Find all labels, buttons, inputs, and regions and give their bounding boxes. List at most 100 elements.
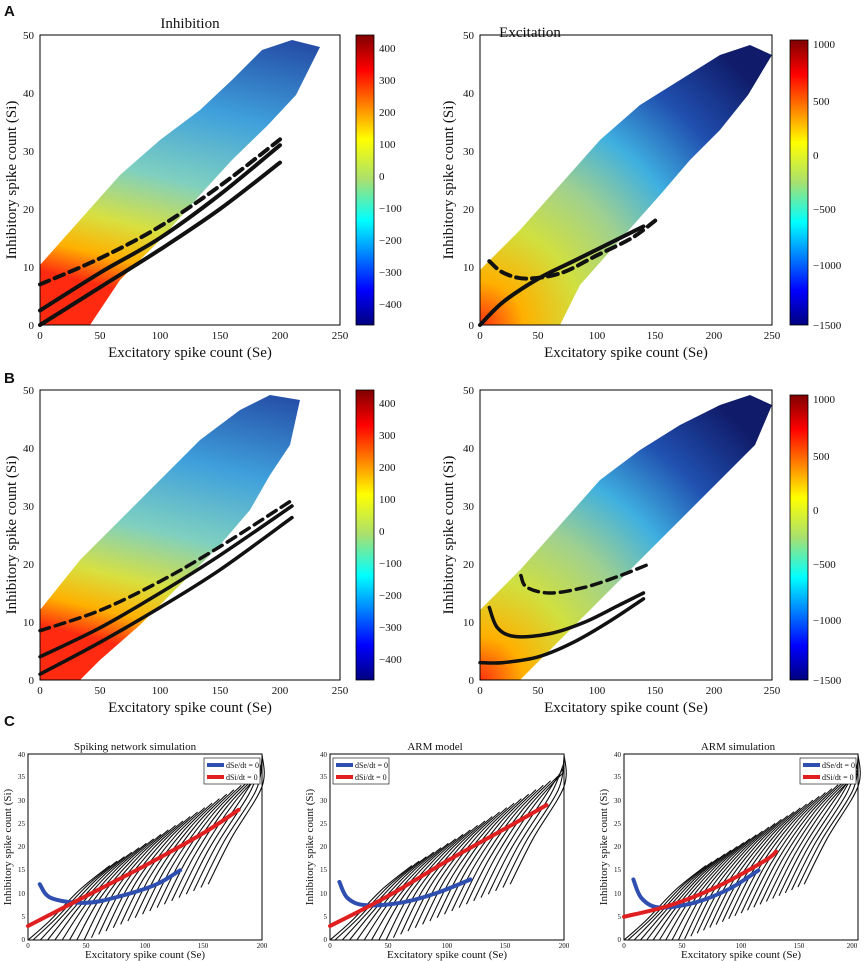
chart-b1-xtick: 50 [95,685,107,697]
chart-c3-flow-line [652,845,738,941]
chart-c3-xtick: 50 [679,942,687,950]
chart-c2-xtick: 50 [385,942,393,950]
chart-c3-ytick: 30 [614,797,622,805]
chart-b2-cbar-tick: −1500 [813,675,842,687]
chart-a2-surface [480,45,772,325]
chart-c3-flow-line [627,861,713,941]
chart-c1-flow-line [54,847,140,941]
chart-b2-ylabel: Inhibitory spike count (Si) [441,456,457,615]
chart-a1-cbar-tick: 400 [379,43,396,55]
chart-c3-flow-line [740,792,826,914]
chart-a2: Excitation 0 50 100 150 200 250 0 10 20 … [441,25,842,361]
chart-b2-xtick: 250 [764,685,781,697]
chart-a1-cbar-tick: 100 [379,139,396,151]
chart-a2-ytick: 10 [463,262,475,274]
chart-c1-ytick: 35 [18,773,26,781]
chart-c1-ytick: 10 [18,890,26,898]
chart-b1: 0 50 100 150 200 250 0 10 20 30 40 50 Ex… [4,385,402,716]
chart-c3-xtick: 200 [847,942,858,950]
chart-b1-cbar-tick: −300 [379,622,402,634]
chart-c3-flow-line [658,842,745,941]
chart-b1-ytick: 10 [23,617,35,629]
chart-c3-flow-line [633,857,719,941]
chart-a1-xlabel: Excitatory spike count (Se) [108,345,272,361]
chart-c3-flow-line [665,838,751,941]
chart-c1-legend: dSe/dt = 0 dSi/dt = 0 [203,757,261,785]
chart-b1-ytick: 40 [23,443,35,455]
chart-b2-ytick: 50 [463,385,475,397]
chart-b1-ytick: 20 [23,559,35,571]
chart-b1-xtick: 150 [212,685,229,697]
chart-c1-xtick: 200 [257,942,268,950]
chart-c3-flow-line [640,853,726,941]
chart-b1-ylabel: Inhibitory spike count (Si) [4,456,20,615]
chart-a1-ylabel: Inhibitory spike count (Si) [4,101,20,260]
chart-c3-xlabel: Excitatory spike count (Se) [681,949,801,961]
chart-c3-flow-line [803,753,861,885]
chart-c1-flow-line [200,758,263,888]
chart-c2-flow-line [473,775,559,902]
chart-c1-title: Spiking network simulation [74,741,197,753]
chart-b2-yticks: 0 10 20 30 40 50 [463,385,475,687]
chart-c2-ylabel: Inhibitory spike count (Si) [304,788,316,905]
chart-b2-dashed-contour-0 [519,562,652,595]
chart-c2-flow-line [451,789,537,912]
chart-c1-ytick: 5 [22,913,26,921]
chart-c2-flow-line [422,807,508,925]
chart-b2: 0 50 100 150 200 250 0 10 20 30 40 50 Ex… [441,385,842,716]
chart-a2-title: Excitation [499,25,561,41]
chart-c2-flow-line [487,767,565,895]
chart-c3-flow-line [753,784,839,908]
chart-c3-flow-line [728,799,814,920]
chart-b1-xtick: 250 [332,685,349,697]
chart-c3-ytick: 40 [614,751,622,759]
chart-c1-flow-line [105,816,191,932]
panel-label-c: C [4,713,15,730]
chart-a2-cbar-ticks: 1000 500 0 −500 −1000 −1500 [813,39,842,332]
chart-c1-nullcline-red [26,807,241,928]
chart-b1-cbar-tick: −100 [379,558,402,570]
chart-c1-legend-box [203,757,261,785]
chart-a1-frame [39,34,341,326]
chart-b1-cbar-tick: 0 [379,526,385,538]
chart-c1-legend-entry: dSe/dt = 0 [226,761,259,770]
chart-a2-xlabel: Excitatory spike count (Se) [544,345,708,361]
chart-c2-xticks: 0 50 100 150 200 [328,942,570,950]
chart-c2-xtick: 100 [442,942,453,950]
chart-c2-ytick: 40 [320,751,328,759]
chart-b1-ytick: 30 [23,501,35,513]
chart-c2-legend-box [332,757,390,785]
chart-a2-cbar-tick: 0 [813,150,819,162]
chart-a1-xtick: 100 [152,330,169,342]
chart-c2-legend-entry: dSe/dt = 0 [355,761,388,770]
panel-label-b: B [4,370,15,387]
chart-b2-xtick: 50 [533,685,545,697]
chart-b2-cbar-tick: 0 [813,505,819,517]
chart-b2-cbar-ticks: 1000 500 0 −500 −1000 −1500 [813,394,842,687]
chart-c2-xtick: 200 [559,942,570,950]
chart-a1-xtick: 150 [212,330,229,342]
chart-c2-ytick: 5 [324,913,328,921]
chart-a1-colorbar [355,34,375,326]
chart-a2-colorbar [789,39,809,326]
chart-b2-cbar-tick: 1000 [813,394,836,406]
chart-c2-title: ARM model [407,741,462,753]
chart-a1-xtick: 200 [272,330,289,342]
chart-c3-flow-line [734,795,820,917]
chart-a2-ytick: 30 [463,146,475,158]
chart-a1-ytick: 0 [29,320,35,332]
chart-b2-ytick: 40 [463,443,475,455]
chart-a2-xtick: 200 [706,330,723,342]
chart-c1-xtick: 0 [26,942,30,950]
chart-a1-yticks: 0 10 20 30 40 50 [23,30,35,332]
chart-c3-legend-entry: dSi/dt = 0 [822,773,854,782]
chart-c1-flow-line [69,838,155,941]
chart-c2-flow-line [465,780,551,905]
chart-b2-xtick: 150 [647,685,664,697]
chart-b1-xtick: 200 [272,685,289,697]
chart-c3-ytick: 15 [614,866,622,874]
chart-a1-solid-contour-0 [38,143,282,313]
chart-a1-title: Inhibition [160,16,220,32]
chart-b1-cbar-tick: 100 [379,494,396,506]
